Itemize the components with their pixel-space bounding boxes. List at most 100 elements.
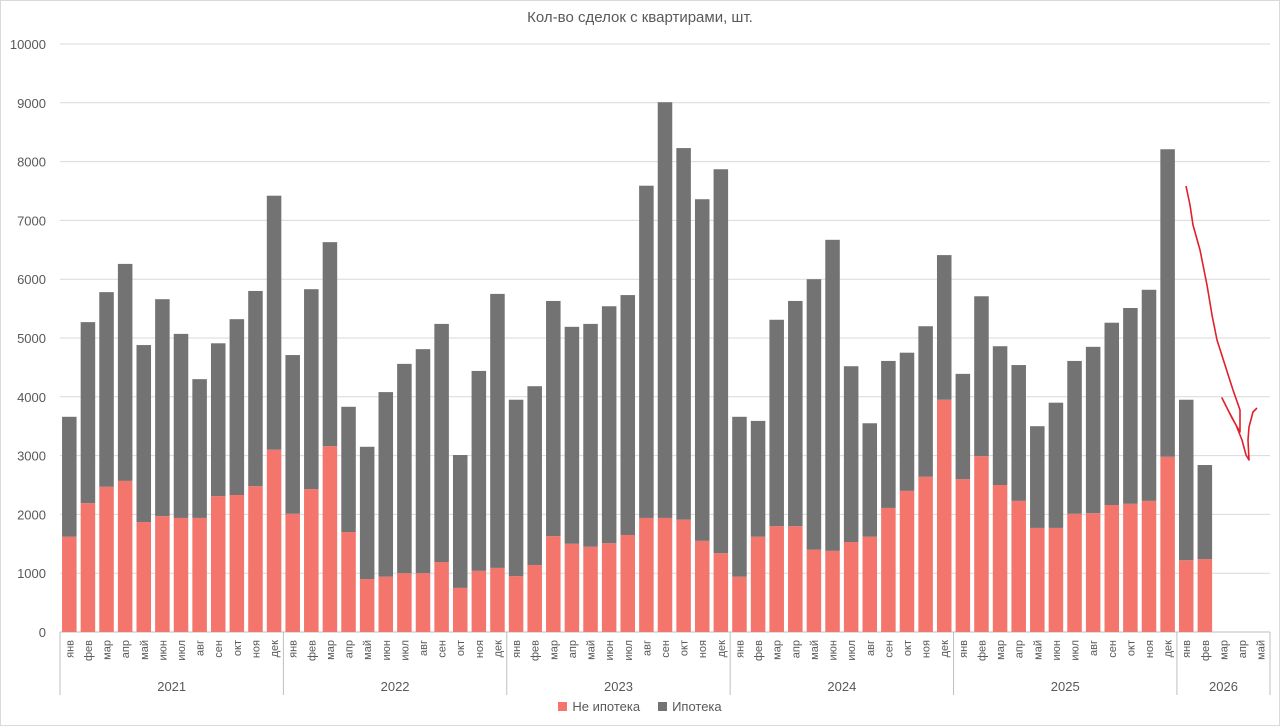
legend-item-mortgage[interactable]: Ипотека [658,699,722,714]
y-tick-label: 6000 [17,272,46,287]
bar-mortgage [1160,149,1175,457]
bar-mortgage [1104,322,1120,505]
bar-nonmortgage [415,573,431,632]
bar-mortgage [1011,365,1026,501]
bar-nonmortgage [769,526,784,632]
x-tick-label: мар [772,640,784,660]
x-tick-label: мар [102,640,114,660]
x-tick-label: май [1256,640,1268,660]
bar-mortgage [99,292,114,487]
x-tick-label: июн [604,640,616,660]
bar-mortgage [527,386,542,565]
bar-mortgage [285,355,300,514]
y-tick-label: 0 [39,625,46,640]
bar-nonmortgage [788,526,803,632]
bar-nonmortgage [341,532,356,632]
x-tick-label: июл [176,640,188,661]
year-label: 2026 [1209,679,1238,694]
bar-mortgage [136,345,152,523]
bar-mortgage [304,289,319,490]
bar-nonmortgage [1011,500,1026,632]
x-tick-label: май [139,640,151,660]
bar-mortgage [322,242,338,447]
bar-nonmortgage [657,517,673,632]
bar-mortgage [639,185,654,518]
bar-mortgage [434,323,449,563]
bar-nonmortgage [80,503,96,632]
x-tick-label: авг [641,640,653,656]
x-tick-label: авг [1088,640,1100,656]
year-label: 2023 [604,679,633,694]
bar-nonmortgage [527,564,542,632]
bar-mortgage [843,366,859,543]
bar-mortgage [825,239,840,551]
bar-nonmortgage [992,485,1008,632]
x-tick-label: май [586,640,598,660]
x-tick-label: дек [939,640,951,658]
bar-mortgage [676,148,691,520]
bar-nonmortgage [1123,503,1138,632]
bar-mortgage [694,199,710,541]
bar-mortgage [1197,465,1213,560]
legend-item-nonmortgage[interactable]: Не ипотека [558,699,640,714]
bar-mortgage [378,392,394,577]
bar-nonmortgage [806,549,822,632]
bar-mortgage [1048,402,1064,528]
bar-mortgage [601,306,617,544]
bar-nonmortgage [1067,513,1082,632]
x-tick-label: июн [157,640,169,660]
x-tick-label: май [362,640,374,660]
bar-mortgage [732,416,747,577]
bar-mortgage [899,352,915,491]
x-tick-label: мар [548,640,560,660]
bar-mortgage [881,360,896,508]
x-tick-label: янв [288,640,300,658]
x-tick-label: дек [269,640,281,658]
x-tick-label: окт [232,640,244,656]
bar-nonmortgage [508,576,524,632]
x-tick-label: июл [846,640,858,661]
bar-nonmortgage [452,587,468,632]
bar-nonmortgage [285,513,300,632]
bar-nonmortgage [955,479,971,632]
bar-mortgage [471,370,487,571]
x-tick-label: янв [1181,640,1193,658]
bar-nonmortgage [881,507,896,632]
y-tick-label: 8000 [17,155,46,170]
bar-nonmortgage [136,522,152,632]
bar-nonmortgage [564,543,580,632]
bar-mortgage [769,319,784,527]
bar-mortgage [210,343,226,497]
bar-mortgage [117,263,133,481]
bar-mortgage [1123,308,1138,504]
bar-nonmortgage [1085,513,1101,632]
bar-mortgage [192,379,207,518]
bar-mortgage [415,349,431,574]
x-tick-label: янв [511,640,523,658]
chart-title: Кол-во сделок с квартирами, шт. [527,9,753,26]
legend-swatch-mortgage [658,702,668,711]
bar-mortgage [62,416,77,537]
bar-mortgage [173,333,189,518]
x-tick-label: сен [883,640,895,658]
y-tick-label: 7000 [17,213,46,228]
bar-mortgage [359,446,375,580]
bar-mortgage [1067,360,1082,514]
bar-nonmortgage [248,486,263,632]
hand-drawn-annotation-arrow [1185,185,1258,461]
x-tick-label: дек [1163,640,1175,658]
x-tick-label: янв [958,640,970,658]
bar-mortgage [620,295,636,535]
bar-nonmortgage [974,456,989,632]
bar-mortgage [583,323,598,547]
x-tick-label: апр [1014,640,1026,658]
bar-mortgage [229,319,245,495]
x-tick-label: апр [790,640,802,658]
bar-nonmortgage [155,516,170,632]
bar-nonmortgage [1030,527,1045,632]
bar-nonmortgage [99,486,114,632]
bar-mortgage [862,423,878,537]
bar-nonmortgage [266,449,282,632]
bar-nonmortgage [713,553,729,632]
y-tick-label: 10000 [10,37,46,52]
